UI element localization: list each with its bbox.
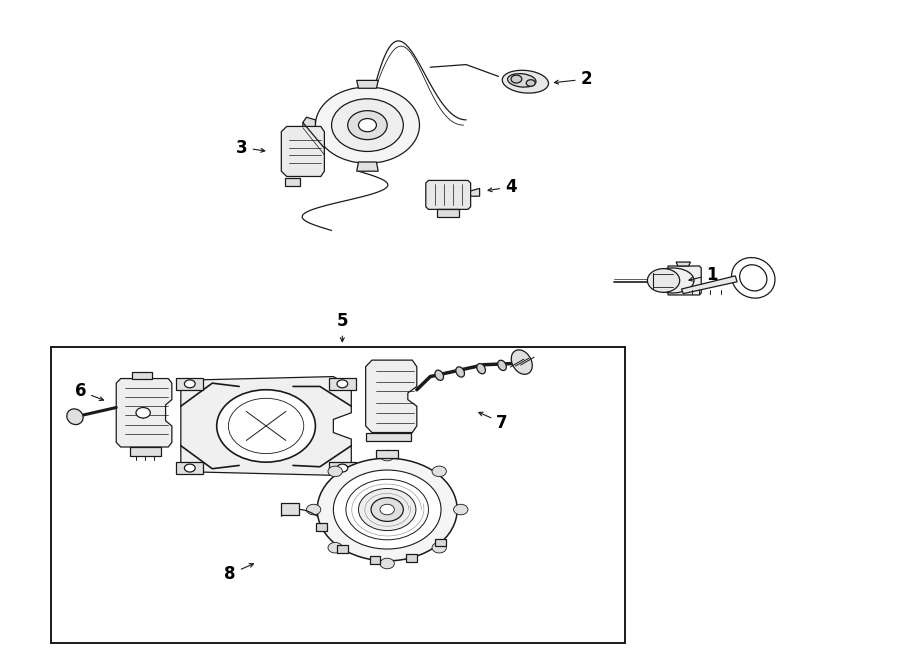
Ellipse shape bbox=[502, 70, 548, 93]
Circle shape bbox=[454, 504, 468, 515]
Ellipse shape bbox=[477, 364, 485, 374]
Text: 1: 1 bbox=[689, 266, 717, 284]
Circle shape bbox=[371, 498, 403, 522]
Circle shape bbox=[331, 98, 403, 151]
Circle shape bbox=[432, 466, 446, 477]
Circle shape bbox=[337, 380, 347, 388]
Polygon shape bbox=[365, 360, 417, 432]
Circle shape bbox=[333, 470, 441, 549]
Polygon shape bbox=[668, 266, 701, 295]
Circle shape bbox=[358, 118, 376, 132]
Circle shape bbox=[184, 380, 195, 388]
Polygon shape bbox=[132, 372, 152, 379]
Circle shape bbox=[380, 450, 394, 461]
Circle shape bbox=[511, 75, 522, 83]
Ellipse shape bbox=[651, 268, 694, 293]
Ellipse shape bbox=[740, 265, 767, 291]
Polygon shape bbox=[282, 126, 324, 176]
Text: 3: 3 bbox=[236, 139, 265, 157]
Circle shape bbox=[317, 458, 457, 561]
Polygon shape bbox=[356, 81, 378, 89]
Polygon shape bbox=[437, 210, 459, 217]
Polygon shape bbox=[356, 162, 378, 171]
Polygon shape bbox=[303, 117, 315, 133]
Polygon shape bbox=[681, 276, 737, 293]
Polygon shape bbox=[282, 503, 300, 515]
Circle shape bbox=[526, 80, 536, 87]
Polygon shape bbox=[130, 447, 161, 455]
Ellipse shape bbox=[732, 258, 775, 298]
Polygon shape bbox=[176, 462, 203, 474]
Circle shape bbox=[337, 464, 347, 472]
Circle shape bbox=[380, 504, 394, 515]
Ellipse shape bbox=[435, 370, 444, 380]
Text: 8: 8 bbox=[224, 564, 254, 583]
Polygon shape bbox=[406, 554, 417, 562]
Polygon shape bbox=[328, 462, 356, 474]
Polygon shape bbox=[436, 539, 446, 547]
Polygon shape bbox=[370, 556, 381, 564]
Ellipse shape bbox=[511, 350, 532, 374]
Polygon shape bbox=[285, 178, 301, 186]
Polygon shape bbox=[365, 432, 410, 441]
Text: 6: 6 bbox=[75, 382, 104, 401]
Polygon shape bbox=[328, 378, 356, 390]
Text: 2: 2 bbox=[554, 70, 592, 88]
Bar bbox=[50, 347, 625, 643]
Polygon shape bbox=[376, 450, 398, 458]
Polygon shape bbox=[676, 262, 690, 266]
Circle shape bbox=[306, 504, 320, 515]
Polygon shape bbox=[116, 379, 172, 447]
Circle shape bbox=[647, 268, 680, 292]
Circle shape bbox=[217, 390, 315, 462]
Circle shape bbox=[358, 488, 416, 531]
Ellipse shape bbox=[508, 73, 536, 87]
Polygon shape bbox=[181, 377, 351, 475]
Text: 7: 7 bbox=[479, 412, 508, 432]
Circle shape bbox=[315, 87, 419, 163]
Ellipse shape bbox=[498, 360, 507, 371]
Text: 5: 5 bbox=[337, 313, 348, 342]
Circle shape bbox=[347, 110, 387, 139]
Text: 4: 4 bbox=[488, 178, 517, 196]
Circle shape bbox=[229, 399, 304, 453]
Circle shape bbox=[346, 479, 428, 540]
Circle shape bbox=[136, 408, 150, 418]
Polygon shape bbox=[176, 378, 203, 390]
Polygon shape bbox=[337, 545, 347, 553]
Polygon shape bbox=[316, 523, 327, 531]
Circle shape bbox=[184, 464, 195, 472]
Ellipse shape bbox=[67, 409, 83, 424]
Polygon shape bbox=[426, 180, 471, 210]
Circle shape bbox=[380, 559, 394, 568]
Circle shape bbox=[432, 543, 446, 553]
Ellipse shape bbox=[455, 367, 464, 377]
Polygon shape bbox=[471, 188, 480, 196]
Circle shape bbox=[328, 543, 342, 553]
Circle shape bbox=[328, 466, 342, 477]
